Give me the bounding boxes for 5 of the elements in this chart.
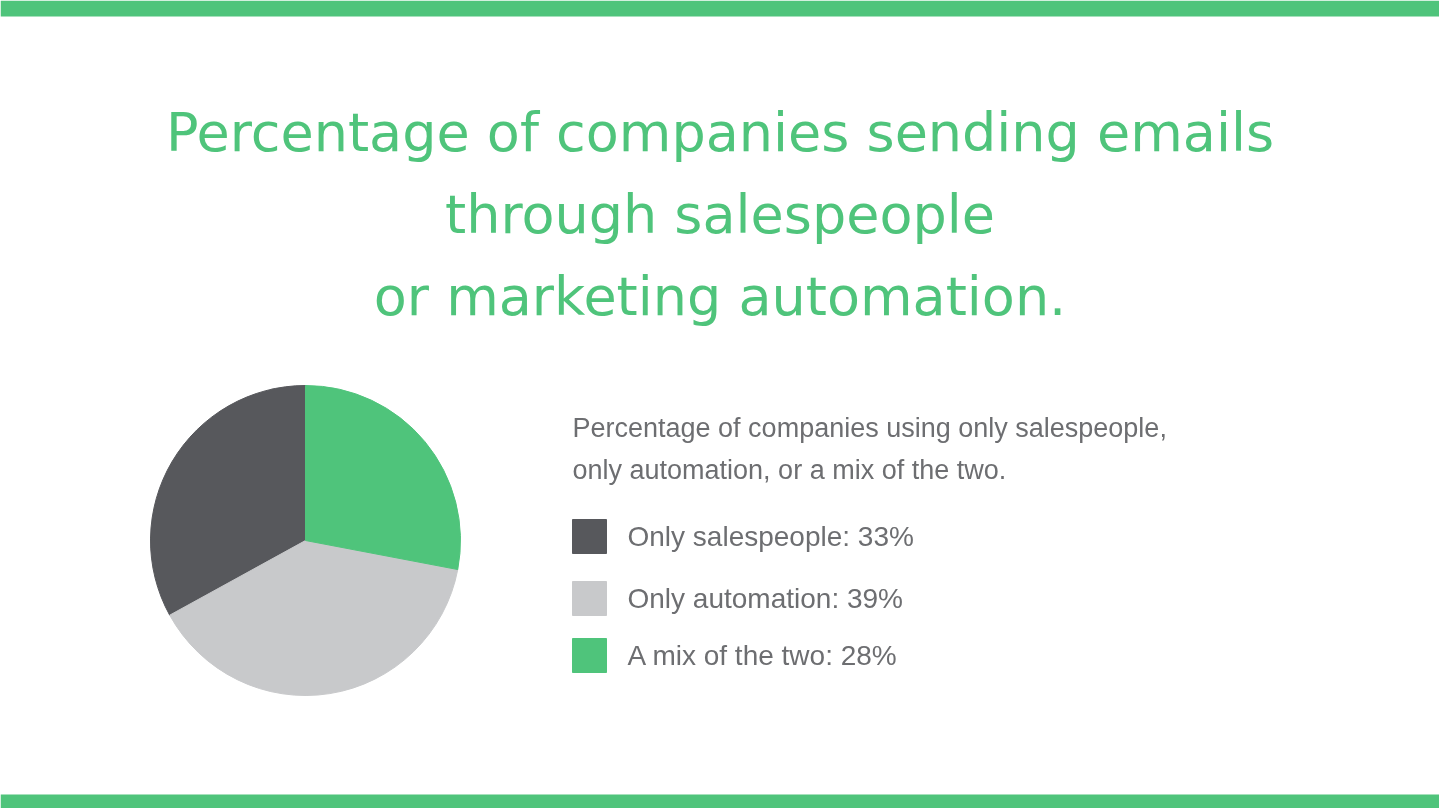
legend-label: A mix of the two: 28%: [627, 640, 897, 671]
legend-label: Only salespeople: 33%: [627, 521, 914, 552]
legend-title: Percentage of companies using only salespeople, only automation, or a mix of the two.: [572, 412, 1167, 485]
legend-label: Only automation: 39%: [627, 583, 903, 614]
chart-title: Percentage of companies sending emails through salespeople or marketing automation.: [165, 101, 1275, 328]
